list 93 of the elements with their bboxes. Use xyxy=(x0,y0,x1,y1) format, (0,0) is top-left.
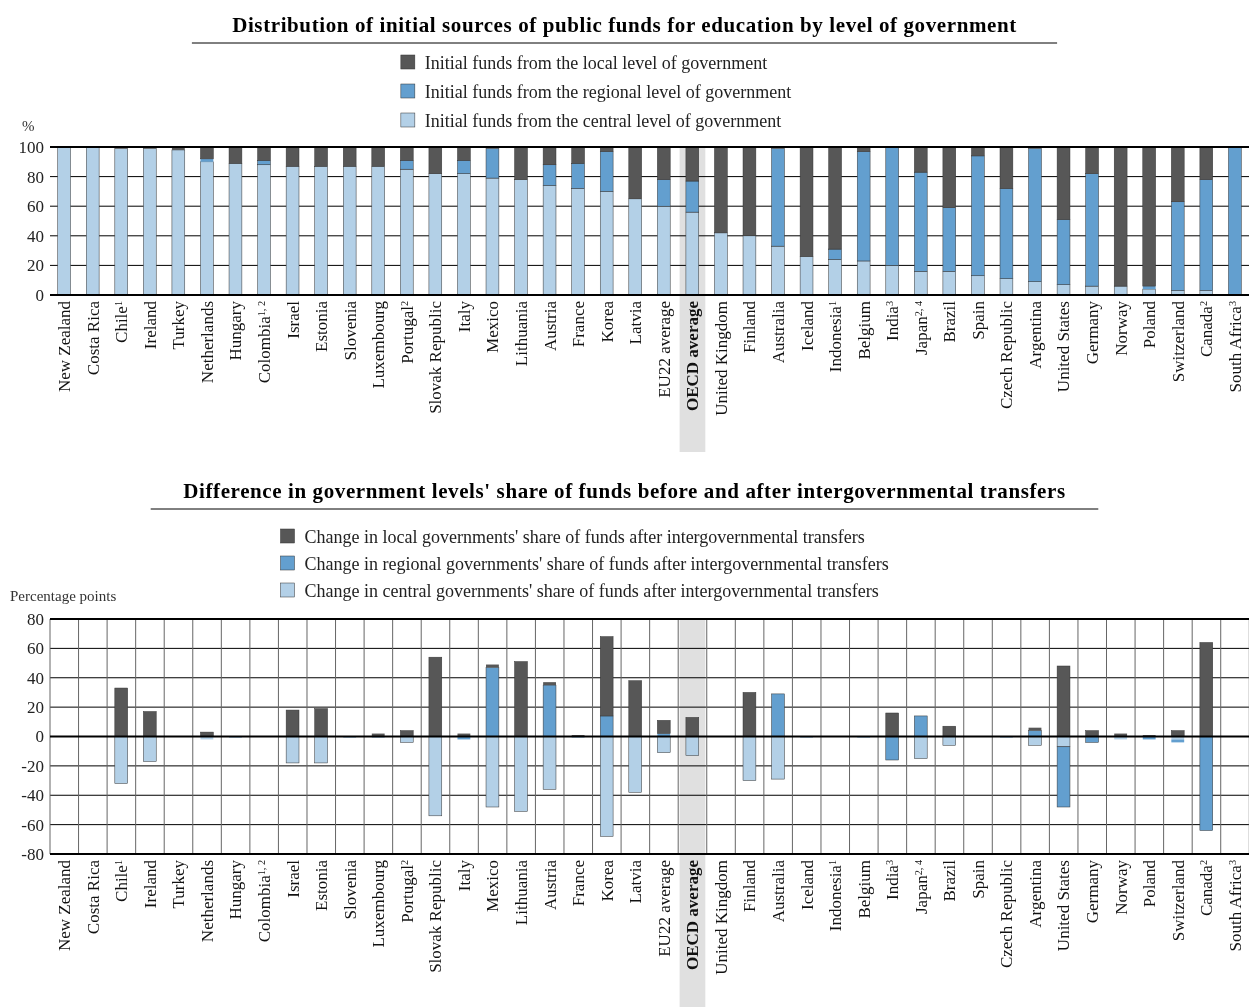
x-tick-label: Brazil xyxy=(940,859,960,902)
x-tick-label: OECD average xyxy=(683,300,703,412)
x-tick-label: Australia xyxy=(768,300,788,364)
y-tick-label: 0 xyxy=(35,727,44,747)
x-tick-label: Netherlands xyxy=(197,860,217,943)
x-tick-label: Slovak Republic xyxy=(426,300,446,414)
x-tick-label: Estonia xyxy=(312,859,332,911)
x-tick-label: Brazil xyxy=(940,300,960,343)
x-tick-label: Latvia xyxy=(626,859,646,904)
y-axis-title: Percentage points xyxy=(10,588,117,604)
x-tick-label: Argentina xyxy=(1025,300,1045,369)
x-tick-label: Lithuania xyxy=(511,859,531,926)
x-tick-label: Ireland xyxy=(140,859,160,909)
x-tick-label: Slovak Republic xyxy=(426,859,446,973)
x-tick-label: Mexico xyxy=(483,301,503,353)
x-tick-label: Poland xyxy=(1140,859,1160,908)
x-tick-label: Argentina xyxy=(1025,859,1045,928)
legend-label: Initial funds from the central level of government xyxy=(424,111,782,132)
x-tick-label: Luxembourg xyxy=(369,300,389,389)
x-tick-label: Belgium xyxy=(854,860,874,919)
x-tick-label: Norway xyxy=(1111,859,1131,915)
x-tick-label: Finland xyxy=(740,859,760,912)
x-tick-label: Spain xyxy=(968,300,988,340)
x-tick-label: Costa Rica xyxy=(83,300,103,376)
x-tick-label: Israel xyxy=(283,300,303,339)
x-tick-label: Luxembourg xyxy=(369,859,389,948)
x-tick-label: Italy xyxy=(454,859,474,892)
x-tick-label: Australia xyxy=(768,859,788,923)
x-tick-label: Iceland xyxy=(797,300,817,352)
x-tick-label: Poland xyxy=(1140,300,1160,349)
legend-label: Change in regional governments' share of funds after intergovernmental transfers xyxy=(304,554,889,575)
x-tick-label: OECD average xyxy=(683,859,703,971)
x-tick-label: France xyxy=(569,860,589,907)
x-tick-label: Netherlands xyxy=(197,301,217,384)
x-tick-label: Czech Republic xyxy=(997,859,1017,969)
y-tick-label: -40 xyxy=(21,786,44,806)
y-tick-label: -20 xyxy=(21,756,44,776)
x-tick-label: Hungary xyxy=(226,859,246,920)
x-tick-label: Italy xyxy=(454,300,474,333)
x-tick-label: Slovenia xyxy=(340,859,360,920)
y-axis-title: % xyxy=(22,118,35,134)
x-tick-label: United Kingdom xyxy=(711,301,731,416)
x-tick-label: Czech Republic xyxy=(997,300,1017,410)
x-tick-label: New Zealand xyxy=(55,300,75,393)
x-tick-label: Switzerland xyxy=(1168,300,1188,383)
x-tick-label: Austria xyxy=(540,859,560,911)
y-tick-label: 60 xyxy=(27,197,44,217)
x-tick-label: Finland xyxy=(740,300,760,353)
x-tick-label: France xyxy=(569,301,589,348)
x-tick-label: United States xyxy=(1054,301,1074,393)
x-tick-label: Slovenia xyxy=(340,300,360,361)
y-tick-label: 0 xyxy=(35,285,44,305)
x-tick-label: Germany xyxy=(1083,859,1103,924)
x-tick-label: Turkey xyxy=(169,300,189,350)
x-tick-label: EU22 average xyxy=(654,301,674,398)
x-tick-label: Israel xyxy=(283,859,303,898)
x-tick-label: Estonia xyxy=(312,300,332,352)
y-tick-label: 80 xyxy=(27,167,44,187)
x-tick-label: Korea xyxy=(597,859,617,902)
x-tick-label: Belgium xyxy=(854,301,874,360)
x-tick-label: Hungary xyxy=(226,300,246,361)
y-tick-label: 60 xyxy=(27,639,44,659)
x-tick-label: Austria xyxy=(540,300,560,352)
chart-title: Distribution of initial sources of public funds for education by level of government xyxy=(232,13,1017,37)
x-tick-label: Switzerland xyxy=(1168,859,1188,942)
y-tick-label: 20 xyxy=(27,698,44,718)
x-tick-label: Ireland xyxy=(140,300,160,350)
x-tick-label: Lithuania xyxy=(511,300,531,367)
x-tick-label: United States xyxy=(1054,860,1074,952)
x-tick-label: EU22 average xyxy=(654,860,674,957)
y-tick-label: 40 xyxy=(27,226,44,246)
y-tick-label: -60 xyxy=(21,815,44,835)
x-tick-label: New Zealand xyxy=(55,859,75,952)
x-tick-label: Spain xyxy=(968,859,988,899)
x-tick-label: Mexico xyxy=(483,860,503,912)
legend-label: Initial funds from the local level of government xyxy=(424,53,768,74)
y-tick-label: 100 xyxy=(18,137,44,157)
y-tick-label: 20 xyxy=(27,256,44,276)
x-tick-label: Iceland xyxy=(797,859,817,911)
chart-title: Difference in government levels' share of funds before and after intergovernmental transfers xyxy=(183,479,1066,503)
y-tick-label: -80 xyxy=(21,844,44,864)
y-tick-label: 80 xyxy=(27,609,44,629)
x-tick-label: Korea xyxy=(597,300,617,343)
x-tick-label: Germany xyxy=(1083,300,1103,365)
x-tick-label: Costa Rica xyxy=(83,859,103,935)
legend-label: Initial funds from the regional level of government xyxy=(424,82,792,103)
x-tick-label: Norway xyxy=(1111,300,1131,356)
legend-label: Change in local governments' share of funds after intergovernmental transfers xyxy=(304,527,865,548)
y-tick-label: 40 xyxy=(27,668,44,688)
x-tick-label: Turkey xyxy=(169,859,189,909)
legend-label: Change in central governments' share of funds after intergovernmental transfers xyxy=(304,581,879,602)
x-tick-label: United Kingdom xyxy=(711,860,731,975)
x-tick-label: Latvia xyxy=(626,300,646,345)
